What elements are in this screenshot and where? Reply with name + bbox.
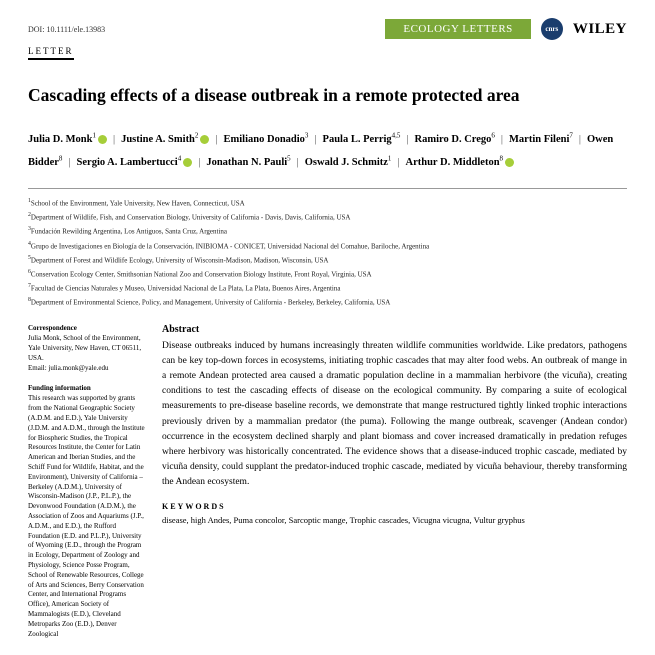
funding-text: This research was supported by grants fr… xyxy=(28,394,146,639)
orcid-icon xyxy=(98,135,107,144)
author-separator: | xyxy=(579,134,581,145)
author: Sergio A. Lambertucci4 xyxy=(77,157,193,168)
sidebar: Correspondence Julia Monk, School of the… xyxy=(28,324,146,650)
affiliation: 8Department of Environmental Science, Po… xyxy=(28,296,627,309)
publisher-logo: WILEY xyxy=(573,21,627,38)
affiliation: 5Department of Forest and Wildlife Ecolo… xyxy=(28,254,627,267)
correspondence-block: Correspondence Julia Monk, School of the… xyxy=(28,324,146,374)
author-separator: | xyxy=(406,134,408,145)
article-title: Cascading effects of a disease outbreak … xyxy=(28,84,627,107)
author-separator: | xyxy=(215,134,217,145)
author-separator: | xyxy=(501,134,503,145)
author: Jonathan N. Pauli5 xyxy=(206,157,290,168)
funding-block: Funding information This research was su… xyxy=(28,384,146,640)
main-content: Abstract Disease outbreaks induced by hu… xyxy=(162,324,627,650)
abstract-text: Disease outbreaks induced by humans incr… xyxy=(162,339,627,491)
author: Oswald J. Schmitz1 xyxy=(305,157,392,168)
author: Justine A. Smith2 xyxy=(121,134,209,145)
author-separator: | xyxy=(314,134,316,145)
affiliation: 3Fundación Rewilding Argentina, Los Anti… xyxy=(28,225,627,238)
keywords-text: disease, high Andes, Puma concolor, Sarc… xyxy=(162,514,627,527)
keywords-heading: KEYWORDS xyxy=(162,502,627,511)
orcid-icon xyxy=(183,158,192,167)
doi: DOI: 10.1111/ele.13983 xyxy=(28,25,105,34)
affiliation: 4Grupo de Investigaciones en Biología de… xyxy=(28,240,627,253)
author: Arthur D. Middleton8 xyxy=(406,157,515,168)
article-type: LETTER xyxy=(28,46,74,60)
funding-heading: Funding information xyxy=(28,384,146,394)
affiliation: 1School of the Environment, Yale Univers… xyxy=(28,197,627,210)
author-separator: | xyxy=(113,134,115,145)
affiliation: 7Facultad de Ciencias Naturales y Museo,… xyxy=(28,282,627,295)
cnrs-badge: cnrs xyxy=(541,18,563,40)
author-separator: | xyxy=(397,157,399,168)
author-list: Julia D. Monk1 | Justine A. Smith2 | Emilian… xyxy=(28,129,627,174)
affiliation: 2Department of Wildlife, Fish, and Conse… xyxy=(28,211,627,224)
affiliation: 6Conservation Ecology Center, Smithsonia… xyxy=(28,268,627,281)
author: Martin Fileni7 xyxy=(509,134,573,145)
abstract-heading: Abstract xyxy=(162,324,627,335)
author: Paula L. Perrig4,5 xyxy=(323,134,401,145)
correspondence-heading: Correspondence xyxy=(28,324,146,334)
orcid-icon xyxy=(505,158,514,167)
affiliation-list: 1School of the Environment, Yale Univers… xyxy=(28,188,627,310)
article-type-row: LETTER xyxy=(28,44,627,84)
author-separator: | xyxy=(68,157,70,168)
author: Emiliano Donadio3 xyxy=(224,134,309,145)
author: Julia D. Monk1 xyxy=(28,134,107,145)
badges: ECOLOGY LETTERS cnrs WILEY xyxy=(385,18,627,40)
correspondence-email: Email: julia.monk@yale.edu xyxy=(28,364,146,374)
author-separator: | xyxy=(198,157,200,168)
main-columns: Correspondence Julia Monk, School of the… xyxy=(28,324,627,650)
author: Ramiro D. Crego6 xyxy=(415,134,495,145)
author-separator: | xyxy=(297,157,299,168)
header-row: DOI: 10.1111/ele.13983 ECOLOGY LETTERS c… xyxy=(28,18,627,40)
correspondence-text: Julia Monk, School of the Environment, Y… xyxy=(28,334,146,363)
journal-badge: ECOLOGY LETTERS xyxy=(385,19,530,39)
orcid-icon xyxy=(200,135,209,144)
